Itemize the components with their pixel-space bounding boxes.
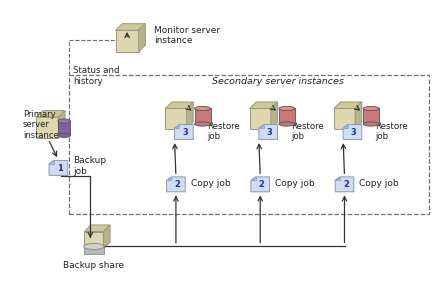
Text: Monitor server
instance: Monitor server instance bbox=[154, 26, 220, 45]
Text: Restore
job: Restore job bbox=[291, 122, 324, 141]
Polygon shape bbox=[259, 124, 264, 128]
Polygon shape bbox=[139, 24, 146, 52]
Polygon shape bbox=[166, 177, 185, 192]
Polygon shape bbox=[49, 160, 54, 164]
Ellipse shape bbox=[194, 122, 210, 126]
Text: 1: 1 bbox=[57, 164, 63, 173]
Text: 2: 2 bbox=[259, 180, 264, 189]
Polygon shape bbox=[335, 177, 340, 180]
Ellipse shape bbox=[363, 106, 379, 111]
Polygon shape bbox=[103, 225, 110, 249]
Polygon shape bbox=[84, 247, 104, 254]
Text: 3: 3 bbox=[182, 128, 188, 137]
Polygon shape bbox=[116, 30, 139, 52]
Polygon shape bbox=[58, 111, 65, 138]
Polygon shape bbox=[166, 177, 171, 180]
Polygon shape bbox=[251, 177, 256, 180]
Polygon shape bbox=[343, 124, 362, 140]
Polygon shape bbox=[259, 124, 278, 140]
Polygon shape bbox=[250, 102, 278, 109]
Polygon shape bbox=[251, 177, 270, 192]
Text: Secondary server instances: Secondary server instances bbox=[212, 77, 344, 86]
Text: 2: 2 bbox=[343, 180, 349, 189]
Polygon shape bbox=[250, 109, 271, 129]
Polygon shape bbox=[271, 102, 278, 129]
Text: Primary
server
instance: Primary server instance bbox=[23, 110, 59, 140]
Text: Restore
job: Restore job bbox=[207, 122, 240, 141]
Text: Backup
job: Backup job bbox=[73, 156, 106, 176]
Polygon shape bbox=[334, 102, 362, 109]
Ellipse shape bbox=[84, 244, 104, 249]
Polygon shape bbox=[335, 177, 354, 192]
Text: Copy job: Copy job bbox=[359, 179, 399, 188]
Polygon shape bbox=[116, 24, 146, 30]
Polygon shape bbox=[194, 109, 210, 124]
Polygon shape bbox=[186, 102, 193, 129]
Text: Copy job: Copy job bbox=[275, 179, 315, 188]
Polygon shape bbox=[165, 109, 186, 129]
Polygon shape bbox=[174, 124, 193, 140]
Text: Restore
job: Restore job bbox=[376, 122, 409, 141]
Polygon shape bbox=[334, 109, 355, 129]
Text: Copy job: Copy job bbox=[190, 179, 230, 188]
Polygon shape bbox=[343, 124, 348, 128]
Polygon shape bbox=[279, 109, 295, 124]
Polygon shape bbox=[174, 124, 179, 128]
Polygon shape bbox=[36, 111, 65, 117]
Ellipse shape bbox=[58, 119, 70, 123]
Polygon shape bbox=[58, 121, 70, 135]
Ellipse shape bbox=[194, 106, 210, 111]
Ellipse shape bbox=[58, 133, 70, 137]
Text: Status and
history: Status and history bbox=[73, 66, 120, 86]
Polygon shape bbox=[165, 102, 193, 109]
Text: 3: 3 bbox=[351, 128, 357, 137]
Text: Backup share: Backup share bbox=[63, 261, 124, 270]
Polygon shape bbox=[84, 232, 103, 249]
Ellipse shape bbox=[363, 122, 379, 126]
Ellipse shape bbox=[279, 122, 295, 126]
Polygon shape bbox=[84, 225, 110, 232]
Text: 2: 2 bbox=[174, 180, 180, 189]
Polygon shape bbox=[355, 102, 362, 129]
Text: 3: 3 bbox=[267, 128, 272, 137]
Ellipse shape bbox=[279, 106, 295, 111]
Polygon shape bbox=[36, 117, 58, 138]
Polygon shape bbox=[363, 109, 379, 124]
Polygon shape bbox=[49, 160, 68, 175]
